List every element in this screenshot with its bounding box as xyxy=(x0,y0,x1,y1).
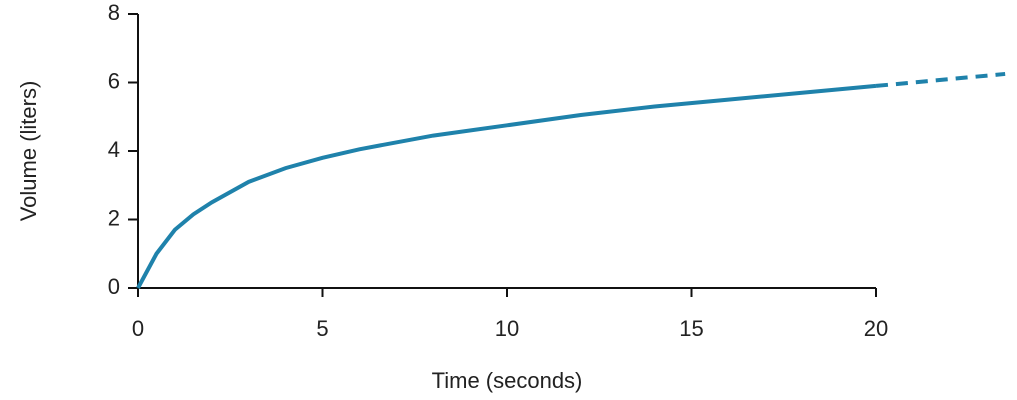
y-tick-label: 0 xyxy=(108,274,120,299)
x-tick-label: 10 xyxy=(495,316,519,341)
y-tick-label: 8 xyxy=(108,0,120,25)
y-tick-label: 2 xyxy=(108,205,120,230)
y-tick-label: 4 xyxy=(108,137,120,162)
y-tick-label: 6 xyxy=(108,68,120,93)
x-tick-label: 0 xyxy=(132,316,144,341)
x-tick-label: 15 xyxy=(679,316,703,341)
data-line xyxy=(875,71,1006,88)
x-tick-label: 5 xyxy=(316,316,328,341)
data-line xyxy=(136,83,877,289)
x-tick-label: 20 xyxy=(864,316,888,341)
x-axis-label: Time (seconds) xyxy=(432,368,583,393)
y-axis-label: Volume (liters) xyxy=(16,81,41,222)
